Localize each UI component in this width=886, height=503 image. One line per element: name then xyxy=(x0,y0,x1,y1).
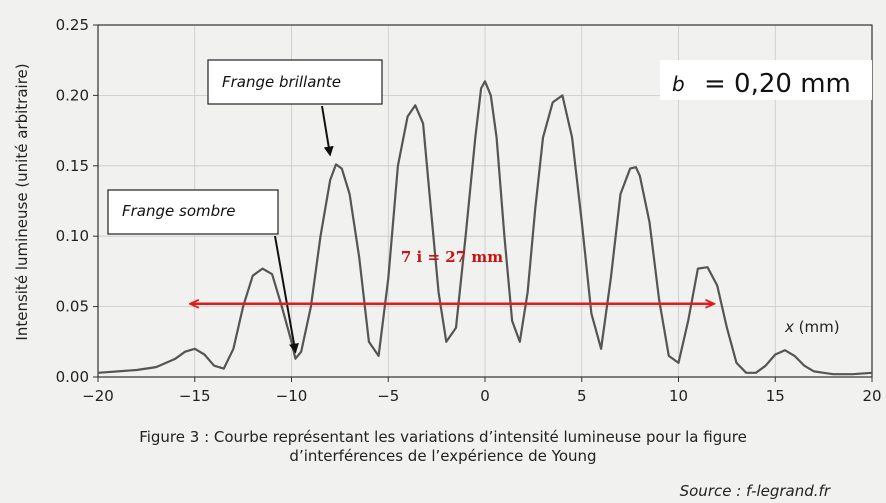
y-tick-label: 0.00 xyxy=(56,368,89,386)
slit-param-value: = 0,20 mm xyxy=(704,69,851,99)
x-tick-label: −5 xyxy=(377,387,399,405)
y-tick-label: 0.15 xyxy=(56,157,89,175)
x-tick-label: 10 xyxy=(669,387,688,405)
x-tick-label: 20 xyxy=(862,387,881,405)
x-axis: −20 −15 −10 −5 0 5 10 15 20 xyxy=(82,377,882,405)
slit-param-symbol: b xyxy=(672,72,685,96)
measure-label: 7 i = 27 mm xyxy=(401,248,503,266)
bright-fringe-arrow xyxy=(321,105,334,157)
caption-line-2: d’interférences de l’expérience de Young xyxy=(289,447,597,465)
dark-fringe-box xyxy=(107,189,279,235)
y-axis-label: Intensité lumineuse (unité arbitraire) xyxy=(13,63,31,340)
y-tick-label: 0.05 xyxy=(56,298,89,316)
dark-fringe-arrow xyxy=(274,235,299,354)
y-tick-label: 0.25 xyxy=(56,16,89,34)
y-axis: 0.00 0.05 0.10 0.15 0.20 0.25 xyxy=(56,16,98,386)
bright-fringe-label: Frange brillante xyxy=(222,73,341,91)
figure-caption: Figure 3 : Courbe représentant les varia… xyxy=(0,428,886,466)
y-tick-label: 0.10 xyxy=(56,227,89,245)
bright-fringe-box xyxy=(207,59,383,105)
x-tick-label: 15 xyxy=(766,387,785,405)
dark-fringe-label: Frange sombre xyxy=(122,202,236,220)
x-tick-label: 5 xyxy=(577,387,587,405)
annotations: Frange brillante Frange sombre b = 0,20 mm 7… xyxy=(107,59,872,354)
caption-line-1: Figure 3 : Courbe représentant les varia… xyxy=(139,428,747,446)
source-credit: Source : f-legrand.fr xyxy=(679,482,830,500)
x-axis-label: x (mm) xyxy=(784,318,840,336)
intensity-curve xyxy=(97,80,873,376)
x-tick-label: −15 xyxy=(179,387,211,405)
slit-param-background xyxy=(660,60,872,100)
y-tick-label: 0.20 xyxy=(56,86,89,104)
x-tick-label: −20 xyxy=(82,387,114,405)
x-tick-label: 0 xyxy=(480,387,490,405)
x-tick-label: −10 xyxy=(276,387,308,405)
